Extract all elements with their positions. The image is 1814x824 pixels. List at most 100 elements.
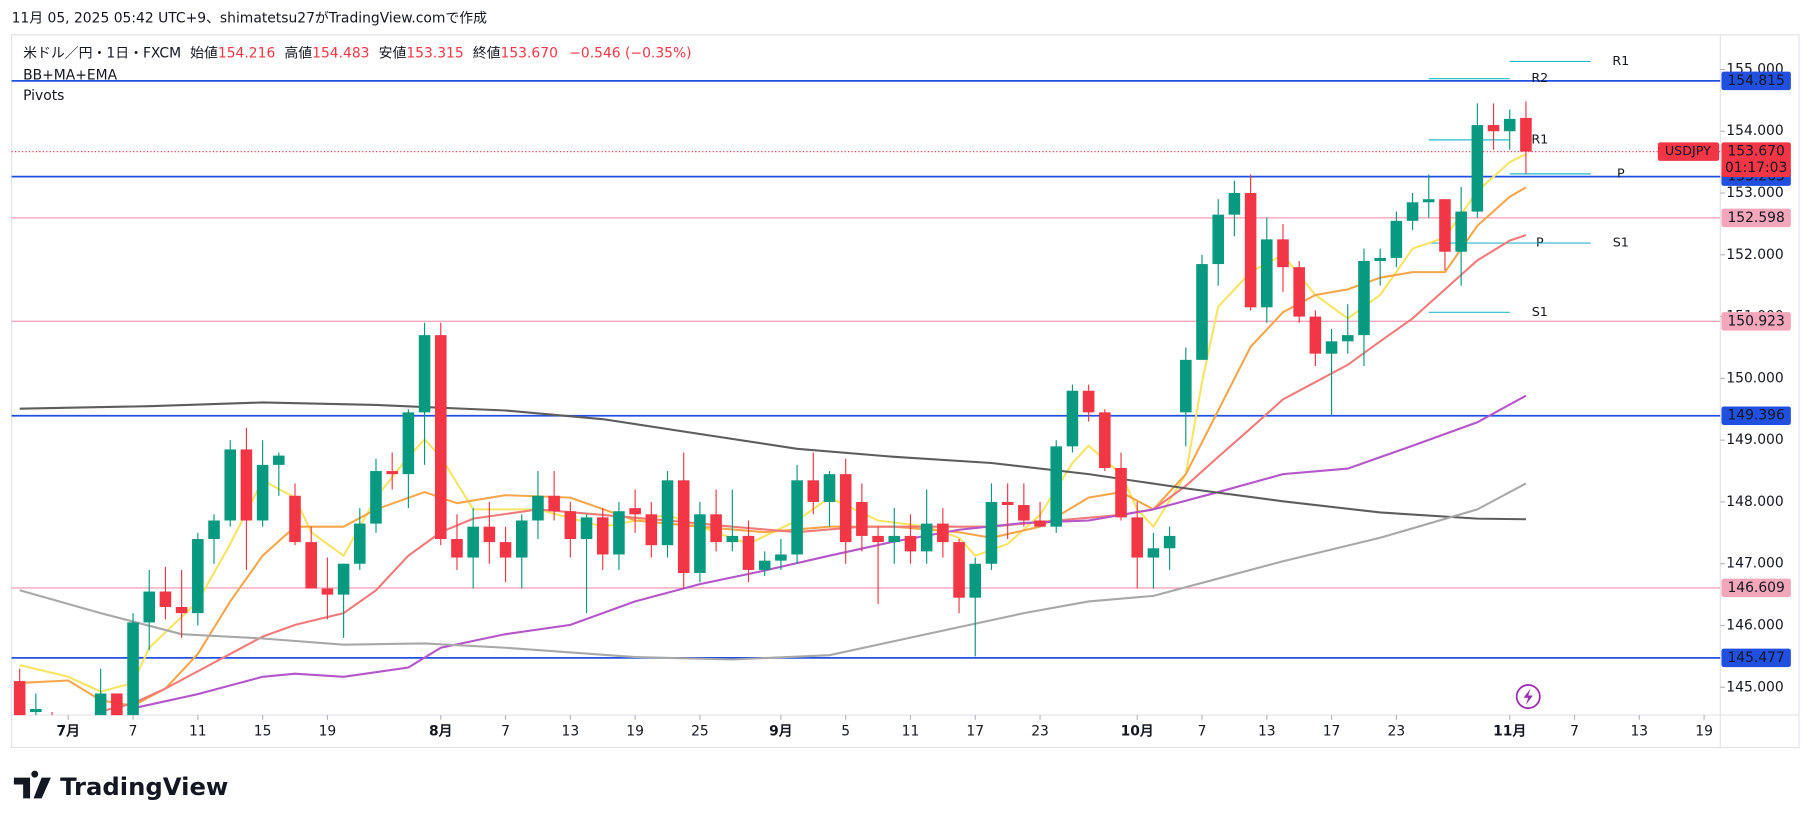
- plot-area: R2 R1 P S1 R1 P S1: [11, 53, 1721, 716]
- candle-body: [1050, 446, 1063, 527]
- change-value: −0.546 (−0.35%): [569, 45, 691, 61]
- x-tick-label: 19: [626, 723, 644, 739]
- candle-body: [726, 535, 739, 543]
- candle-body: [839, 474, 852, 543]
- high-label: 高値: [284, 44, 312, 61]
- candle-body: [111, 693, 123, 716]
- level-tag-label: 152.598: [1727, 210, 1784, 226]
- level-tag: [1721, 406, 1791, 425]
- candle-body: [1228, 193, 1241, 215]
- candle-body: [192, 539, 204, 614]
- x-tick-label: 7月: [56, 723, 80, 739]
- level-tag-label: 146.609: [1727, 580, 1784, 596]
- candle-body: [1520, 117, 1532, 152]
- y-tick-label: 153.000: [1726, 185, 1783, 201]
- candle-body: [1455, 211, 1467, 252]
- candle-body: [1422, 199, 1435, 203]
- x-tick-label: 11: [189, 723, 207, 739]
- open-value: 154.216: [218, 45, 275, 61]
- symbol: 米ドル／円・1日・FXCM: [23, 45, 181, 61]
- low-value: 153.315: [406, 45, 463, 61]
- indicator-line: [19, 482, 1527, 661]
- candle-body: [467, 526, 479, 558]
- y-tick-label: 145.000: [1726, 679, 1783, 695]
- y-tick-label: 147.000: [1726, 556, 1783, 572]
- high-value: 154.483: [312, 45, 369, 61]
- candle-body: [1163, 535, 1176, 549]
- candle-body: [710, 514, 722, 543]
- candle-body: [596, 517, 609, 555]
- x-tick-label: 13: [562, 723, 580, 739]
- candle-body: [1277, 239, 1289, 268]
- candle-body: [888, 535, 901, 543]
- candle-body: [791, 480, 803, 555]
- candle-body: [1374, 257, 1386, 261]
- y-tick-label: 152.000: [1726, 247, 1783, 263]
- candle-body: [661, 480, 674, 546]
- x-tick-label: 11月: [1493, 723, 1526, 739]
- indicator-line: [19, 186, 1527, 707]
- candle-body: [758, 560, 771, 570]
- candle-body: [1099, 412, 1111, 468]
- candle-body: [499, 542, 512, 558]
- candle-body: [1082, 390, 1095, 413]
- low-label: 安値: [379, 45, 407, 61]
- candle-body: [807, 480, 820, 502]
- candle-body: [451, 539, 463, 558]
- x-tick-label: 13: [1630, 723, 1648, 739]
- candle-body: [1018, 505, 1030, 521]
- symbol-tag: [1657, 142, 1720, 161]
- pivot-label: S1: [1532, 304, 1548, 319]
- level-tag: [1721, 578, 1791, 598]
- pivot-label: P: [1536, 235, 1544, 250]
- candle-body: [13, 681, 26, 716]
- indicator-label[interactable]: BB+MA+EMA: [23, 67, 117, 83]
- candle-body: [1147, 548, 1160, 558]
- indicator-line: [19, 401, 1526, 521]
- candle-body: [937, 523, 949, 543]
- close-label: 終値: [473, 45, 501, 61]
- level-tag: [1721, 71, 1791, 91]
- candle-body: [127, 622, 139, 716]
- candle-body: [694, 514, 706, 573]
- chart-frame: [10, 34, 1800, 749]
- pivot-label: R1: [1612, 53, 1629, 68]
- candle-body: [1180, 359, 1192, 413]
- candle-body: [613, 511, 625, 555]
- x-tick-label: 11: [902, 723, 920, 739]
- x-tick-label: 7: [1570, 723, 1579, 739]
- brand-logo: [13, 770, 51, 799]
- candle-body: [1325, 341, 1338, 354]
- candle-body: [337, 563, 350, 595]
- created-note: 11月 05, 2025 05:42 UTC+9、shimatetsu27がTr…: [12, 11, 488, 27]
- candle-body: [1471, 125, 1484, 212]
- candle-body: [629, 508, 641, 515]
- candle-body: [1406, 202, 1419, 221]
- level-tag-label: 149.396: [1727, 408, 1784, 424]
- candle-body: [953, 542, 965, 598]
- candle-body: [321, 588, 334, 595]
- open-label: 始値: [190, 45, 218, 61]
- level-tag-label: 154.815: [1727, 73, 1784, 89]
- alert-icon[interactable]: [1515, 684, 1541, 710]
- candle-body: [386, 471, 398, 475]
- x-tick-label: 15: [254, 723, 272, 739]
- pivot-label: S1: [1613, 235, 1629, 250]
- x-tick-label: 19: [319, 723, 337, 739]
- candle-body: [1066, 390, 1079, 447]
- candle-body: [175, 606, 188, 614]
- y-tick-label: 150.000: [1726, 370, 1783, 386]
- candle-body: [1261, 239, 1273, 308]
- indicator-label[interactable]: Pivots: [23, 88, 64, 104]
- x-tick-label: 17: [1323, 723, 1341, 739]
- y-tick-label: 154.000: [1726, 123, 1783, 139]
- y-tick-label: 146.000: [1726, 618, 1783, 634]
- candle-body: [256, 464, 269, 521]
- candle-body: [920, 523, 933, 552]
- candle-body: [305, 542, 317, 589]
- candle-body: [564, 511, 577, 540]
- candle-body: [354, 523, 366, 564]
- x-tick-label: 5: [841, 723, 850, 739]
- brand-name: TradingView: [60, 772, 228, 801]
